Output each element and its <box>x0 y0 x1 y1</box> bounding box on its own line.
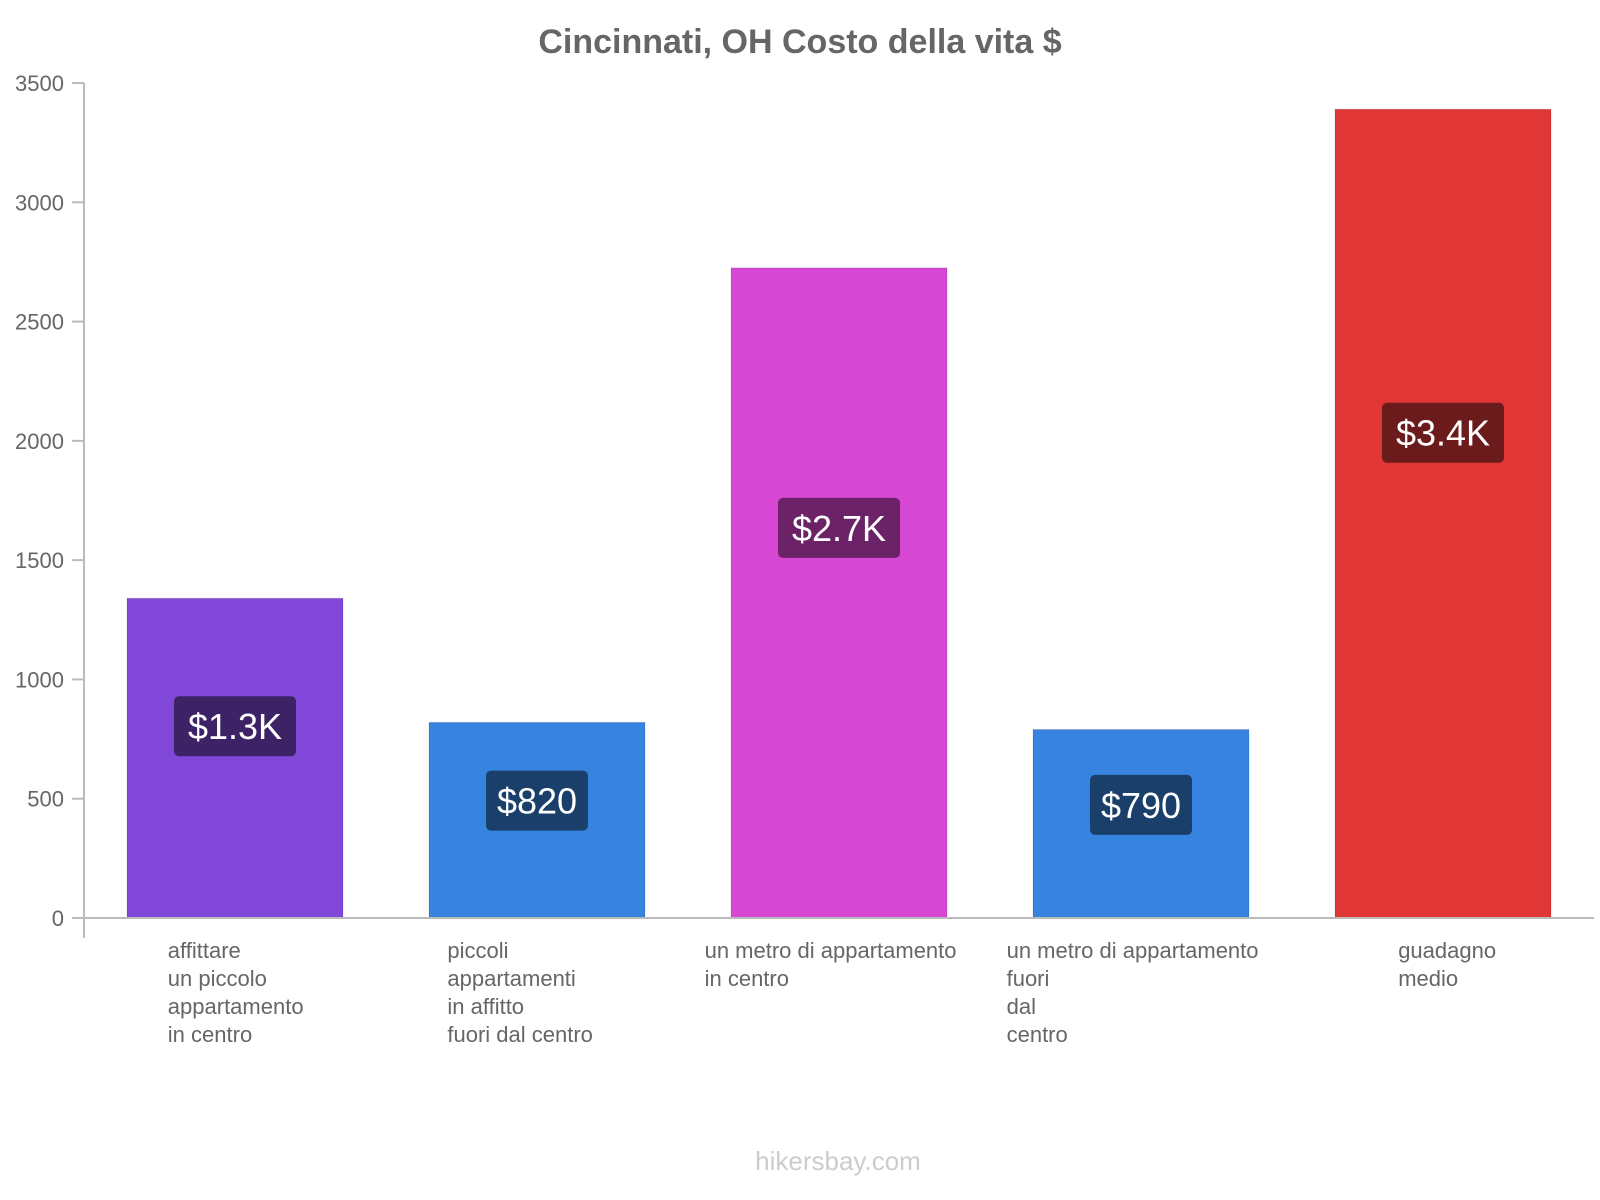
chart-title: Cincinnati, OH Costo della vita $ <box>538 23 1061 61</box>
bars <box>126 108 1552 919</box>
data-label-box <box>486 770 588 831</box>
y-tick-label: 2000 <box>15 429 64 454</box>
data-label-box <box>1382 402 1504 463</box>
data-label: $1.3K <box>174 696 296 757</box>
x-tick-label-line: affittare <box>168 938 241 963</box>
x-tick-label: piccoli appartamenti in affitto fuori dal c… <box>447 938 593 1047</box>
data-label: $3.4K <box>1382 402 1504 463</box>
data-label: $790 <box>1090 774 1192 835</box>
x-tick-label: guadagno medio <box>1398 938 1496 991</box>
x-tick-label-line: un piccolo <box>168 966 267 991</box>
y-tick-label: 3000 <box>15 190 64 215</box>
x-tick-label-line: medio <box>1398 966 1458 991</box>
data-labels: $1.3K $820 $2.7K $790 $3.4K <box>174 402 1504 835</box>
watermark: hikersbay.com <box>755 1146 921 1176</box>
data-label-text: $790 <box>1101 785 1181 826</box>
x-axis: affittare un piccolo appartamento in centro… <box>84 917 1594 1047</box>
x-tick-label-line: in centro <box>705 966 789 991</box>
x-tick-label-line: un metro di appartamento <box>1007 938 1259 963</box>
y-tick-label: 2500 <box>15 310 64 335</box>
y-tick-label: 3500 <box>15 71 64 96</box>
data-label-text: $2.7K <box>792 508 886 549</box>
x-tick-label: affittare un piccolo appartamento in centro <box>168 938 304 1047</box>
x-tick-label-line: centro <box>1007 1022 1068 1047</box>
data-label-text: $820 <box>497 781 577 822</box>
x-tick-label-line: fuori dal centro <box>447 1022 593 1047</box>
x-tick-label-line: un metro di appartamento <box>705 938 957 963</box>
y-tick-label: 1500 <box>15 548 64 573</box>
x-tick-label-line: in centro <box>168 1022 252 1047</box>
x-tick-label-line: appartamenti <box>447 966 575 991</box>
y-tick-label: 0 <box>52 906 64 931</box>
x-tick-label-line: dal <box>1007 994 1036 1019</box>
y-axis: 0 500 1000 1500 2000 2500 3000 3500 <box>15 71 85 938</box>
x-tick-label-line: appartamento <box>168 994 304 1019</box>
y-tick-label: 500 <box>27 787 64 812</box>
x-tick-label-line: guadagno <box>1398 938 1496 963</box>
data-label-box <box>174 696 296 757</box>
bar <box>126 597 344 919</box>
data-label-box <box>778 497 900 558</box>
data-label-text: $3.4K <box>1396 413 1490 454</box>
data-label-text: $1.3K <box>188 706 282 747</box>
data-label: $2.7K <box>778 497 900 558</box>
x-tick-label-line: fuori <box>1007 966 1050 991</box>
y-tick-label: 1000 <box>15 667 64 692</box>
x-tick-label: un metro di appartamento in centro <box>705 938 957 991</box>
data-label-box <box>1090 774 1192 835</box>
x-tick-label: un metro di appartamento fuori dal centro <box>1007 938 1259 1047</box>
data-label: $820 <box>486 770 588 831</box>
x-tick-label-line: in affitto <box>447 994 524 1019</box>
bar <box>1334 108 1552 919</box>
bar <box>730 267 948 919</box>
x-tick-label-line: piccoli <box>447 938 508 963</box>
